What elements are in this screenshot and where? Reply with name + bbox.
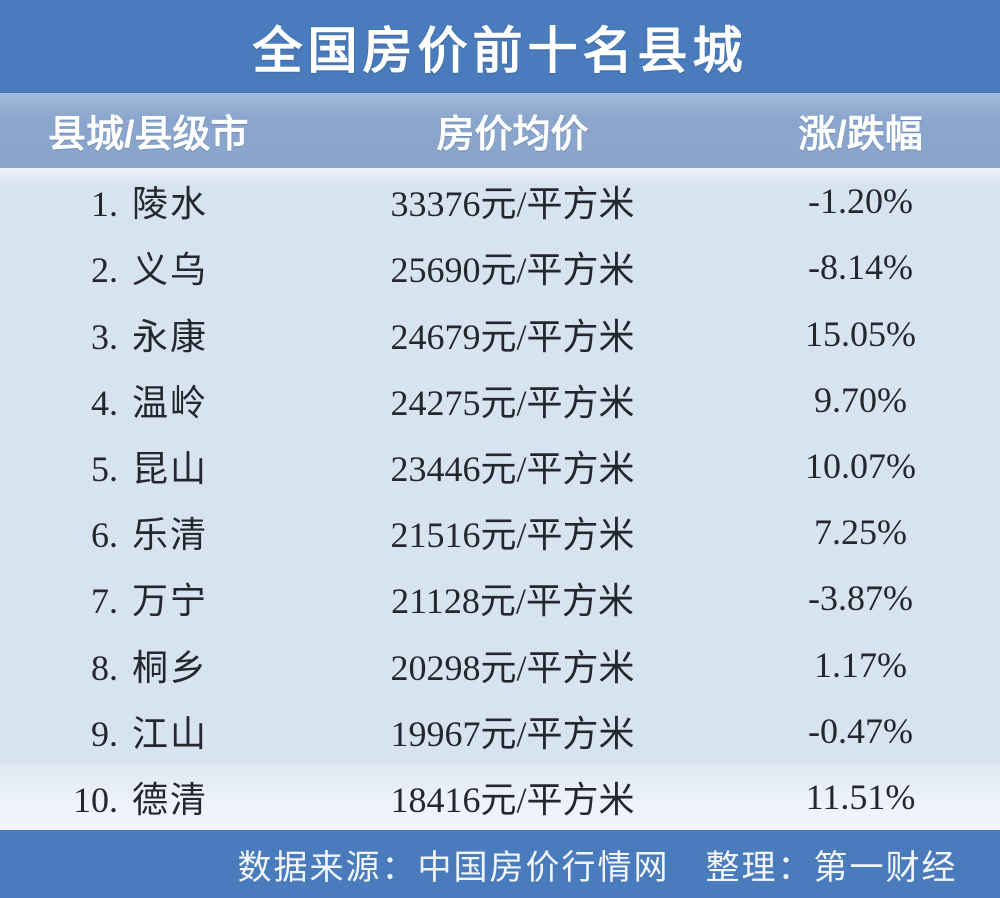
col-header-county: 县城/县级市 <box>48 114 249 156</box>
title-banner: 全国房价前十名县城 <box>0 0 1000 93</box>
change-value: 11.51% <box>805 776 916 817</box>
change-value: 7.25% <box>814 512 907 553</box>
price-value: 25690元/平方米 <box>390 250 635 291</box>
change-value: -8.14% <box>808 247 913 288</box>
price-value: 18416元/平方米 <box>390 779 635 820</box>
county-name: 万宁 <box>132 581 209 622</box>
county-cell: 10. 德清 <box>0 771 330 823</box>
table-row: 2. 义乌 25690元/平方米 -8.14% <box>0 234 1000 300</box>
change-value: 9.70% <box>814 379 907 420</box>
table-row: 5. 昆山 23446元/平方米 10.07% <box>0 433 1000 499</box>
table-row: 4. 温岭 24275元/平方米 9.70% <box>0 367 1000 433</box>
rank-label: 2. <box>91 250 118 291</box>
price-value: 19967元/平方米 <box>390 713 635 754</box>
table-row: 10. 德清 18416元/平方米 11.51% <box>0 763 1000 831</box>
change-value: 1.17% <box>814 644 907 685</box>
county-name: 德清 <box>132 779 209 820</box>
county-cell: 9. 江山 <box>0 705 330 757</box>
county-cell: 4. 温岭 <box>0 374 330 426</box>
change-value: -3.87% <box>808 578 913 619</box>
county-cell: 1. 陵水 <box>0 175 330 227</box>
county-name: 义乌 <box>132 250 209 291</box>
table-row: 3. 永康 24679元/平方米 15.05% <box>0 300 1000 366</box>
county-name: 昆山 <box>132 448 209 489</box>
source-bar: 数据来源：中国房价行情网 整理：第一财经 <box>0 830 1000 898</box>
table-row: 7. 万宁 21128元/平方米 -3.87% <box>0 565 1000 631</box>
price-value: 21516元/平方米 <box>390 515 635 556</box>
county-cell: 6. 乐清 <box>0 506 330 558</box>
col-header-price: 房价均价 <box>436 114 589 156</box>
rank-label: 7. <box>91 581 118 622</box>
table-row: 9. 江山 19967元/平方米 -0.47% <box>0 698 1000 764</box>
price-value: 23446元/平方米 <box>390 448 635 489</box>
rank-label: 3. <box>91 316 118 357</box>
rank-label: 5. <box>91 448 118 489</box>
county-name: 永康 <box>132 316 209 357</box>
county-name: 陵水 <box>132 184 209 225</box>
county-name: 乐清 <box>132 515 209 556</box>
county-cell: 8. 桐乡 <box>0 639 330 691</box>
change-value: -1.20% <box>808 181 913 222</box>
col-header-change: 涨/跌幅 <box>798 114 923 156</box>
county-name: 桐乡 <box>132 647 209 688</box>
county-name: 温岭 <box>132 382 209 423</box>
table-row: 6. 乐清 21516元/平方米 7.25% <box>0 499 1000 565</box>
page-title: 全国房价前十名县城 <box>252 22 748 79</box>
price-value: 20298元/平方米 <box>390 647 635 688</box>
table-body: 1. 陵水 33376元/平方米 -1.20% 2. 义乌 25690元/平方米… <box>0 168 1000 831</box>
price-value: 21128元/平方米 <box>391 581 634 622</box>
county-name: 江山 <box>132 713 209 754</box>
county-cell: 7. 万宁 <box>0 572 330 624</box>
county-cell: 3. 永康 <box>0 308 330 360</box>
price-value: 24275元/平方米 <box>390 382 635 423</box>
rank-label: 1. <box>91 184 118 225</box>
change-value: -0.47% <box>808 710 913 751</box>
rank-label: 10. <box>73 779 118 820</box>
price-value: 33376元/平方米 <box>390 184 635 225</box>
table-row: 1. 陵水 33376元/平方米 -1.20% <box>0 168 1000 234</box>
change-value: 10.07% <box>805 445 916 486</box>
rank-label: 8. <box>91 647 118 688</box>
price-value: 24679元/平方米 <box>390 316 635 357</box>
county-cell: 5. 昆山 <box>0 440 330 492</box>
table-row: 8. 桐乡 20298元/平方米 1.17% <box>0 631 1000 697</box>
source-text: 数据来源：中国房价行情网 整理：第一财经 <box>237 848 958 887</box>
county-cell: 2. 义乌 <box>0 241 330 293</box>
table-header: 县城/县级市 房价均价 涨/跌幅 <box>0 93 1000 168</box>
rank-label: 4. <box>91 382 118 423</box>
rank-label: 9. <box>91 713 118 754</box>
change-value: 15.05% <box>805 313 916 354</box>
rank-label: 6. <box>91 515 118 556</box>
